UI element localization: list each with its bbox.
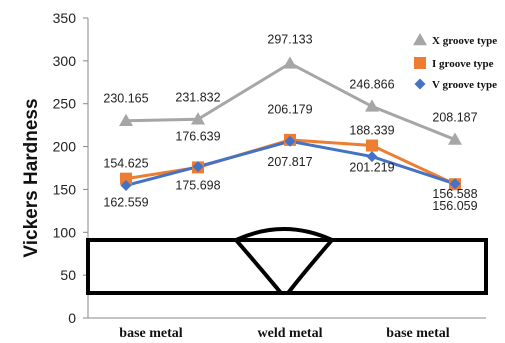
- data-label: 162.559: [103, 196, 148, 210]
- data-point-triangle: [191, 112, 205, 125]
- data-label: 207.817: [267, 155, 312, 169]
- y-tick-label: 150: [53, 181, 77, 197]
- data-point-diamond: [120, 179, 132, 191]
- x-category-label: base metal: [386, 326, 449, 341]
- x-category-label: weld metal: [258, 326, 323, 341]
- data-point-triangle: [365, 99, 379, 112]
- weld-joint-diagram: [86, 227, 488, 295]
- y-tick-label: 0: [68, 310, 76, 326]
- legend-entry-label: I groove type: [432, 58, 494, 70]
- data-label: 208.187: [432, 111, 477, 125]
- data-label: 201.219: [349, 161, 394, 175]
- data-label: 206.179: [267, 102, 312, 116]
- data-label: 230.165: [103, 92, 148, 106]
- series-layer: [119, 56, 462, 191]
- data-point-triangle: [119, 113, 133, 126]
- data-point-triangle: [283, 56, 297, 69]
- data-label: 188.339: [349, 124, 394, 138]
- data-label: 156.059: [432, 199, 477, 213]
- data-point-diamond: [366, 151, 378, 163]
- data-point-triangle: [448, 132, 462, 145]
- legend-marker-triangle: [413, 33, 427, 46]
- data-label: 176.639: [175, 130, 220, 144]
- x-axis: base metal weld metal base metal: [88, 317, 486, 341]
- legend-entry-label: V groove type: [432, 79, 497, 91]
- legend-marker-diamond: [414, 78, 426, 90]
- data-label: 297.133: [267, 32, 312, 46]
- x-category-label: base metal: [119, 326, 182, 341]
- legend-entry-label: X groove type: [432, 35, 497, 47]
- data-label: 175.698: [175, 178, 220, 192]
- y-tick-label: 200: [53, 139, 77, 155]
- y-tick-label: 100: [53, 224, 77, 240]
- weld-bead-crown: [235, 227, 333, 242]
- y-tick-label: 250: [53, 96, 77, 112]
- data-point-square: [120, 172, 132, 185]
- data-label: 154.625: [103, 156, 148, 170]
- data-label: 156.588: [432, 187, 477, 201]
- data-point-square: [366, 139, 378, 152]
- weld-bead-right-fusion: [286, 238, 334, 295]
- y-axis-title: Vickers Hardness: [21, 98, 42, 257]
- data-point-diamond: [449, 178, 461, 190]
- legend: X groove type I groove type V groove type: [413, 33, 497, 91]
- y-axis: 0 50 100 150 200 250 300 350: [53, 10, 89, 326]
- y-tick-label: 350: [53, 10, 77, 26]
- data-label: 246.866: [349, 77, 394, 91]
- weld-bead-left-fusion: [234, 238, 283, 295]
- y-tick-label: 50: [60, 267, 76, 283]
- legend-marker-square: [414, 57, 426, 69]
- data-label: 231.832: [175, 90, 220, 104]
- data-point-diamond: [192, 161, 204, 173]
- data-point-diamond: [284, 135, 296, 147]
- y-tick-label: 300: [53, 53, 77, 69]
- data-labels: 230.165 231.832 297.133 246.866 208.187 162.5…: [103, 32, 477, 213]
